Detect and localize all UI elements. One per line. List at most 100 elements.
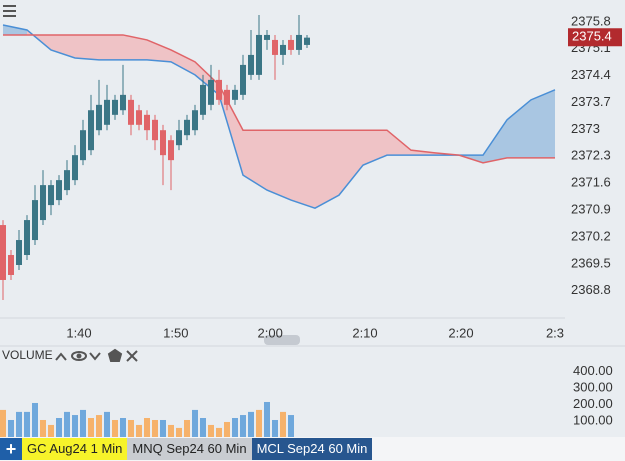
y-tick-label: 2370.9 xyxy=(571,202,611,217)
candle-body xyxy=(168,140,174,161)
scroll-handle[interactable] xyxy=(264,335,300,345)
cloud-fill xyxy=(387,130,411,156)
cloud-fill xyxy=(339,130,363,196)
volume-bar xyxy=(56,418,62,437)
cloud-fill xyxy=(531,89,555,158)
volume-bar xyxy=(280,411,286,437)
menu-icon[interactable] xyxy=(3,5,16,17)
candle-body xyxy=(24,220,30,256)
volume-bar xyxy=(40,419,46,437)
x-tick-label: 2:20 xyxy=(448,325,473,340)
pane-controls[interactable] xyxy=(55,348,138,362)
volume-bar xyxy=(208,424,214,437)
chart: VOLUME 2375.82375.12374.42373.723732372.… xyxy=(0,5,625,437)
candle-body xyxy=(184,119,190,136)
cloud-fill xyxy=(243,130,267,191)
volume-bar xyxy=(264,401,270,437)
volume-bar xyxy=(8,419,14,437)
candle-body xyxy=(296,34,302,50)
volume-bar xyxy=(248,411,254,437)
candle-body xyxy=(232,89,238,100)
cloud-fill xyxy=(3,24,27,35)
volume-bar xyxy=(216,427,222,437)
candle-body xyxy=(120,94,126,111)
last-price-box xyxy=(568,28,622,47)
volume-bar xyxy=(152,419,158,437)
volume-bar xyxy=(96,415,102,437)
y-tick-label: 2371.6 xyxy=(571,175,611,190)
volume-bar xyxy=(256,409,262,437)
y-tick-label: 2372.3 xyxy=(571,148,611,163)
volume-bar xyxy=(88,418,94,437)
cloud-fill xyxy=(363,130,387,166)
chart-tab[interactable]: MNQ Sep24 60 Min xyxy=(127,438,252,460)
candle-body xyxy=(264,34,270,40)
volume-bar xyxy=(224,421,230,437)
candle-body xyxy=(0,225,6,280)
cloud-fill xyxy=(507,99,531,158)
y-tick-label: 2369.5 xyxy=(571,255,611,270)
x-tick-label: 1:40 xyxy=(66,325,91,340)
y-tick-label: 300.00 xyxy=(573,379,613,394)
volume-bar xyxy=(168,424,174,437)
volume-bar xyxy=(288,415,294,437)
candle-body xyxy=(96,104,102,131)
candle-body xyxy=(176,130,182,146)
candle-body xyxy=(8,255,14,275)
candle-body xyxy=(200,84,206,115)
y-tick-label: 2374.4 xyxy=(571,67,611,82)
candle-body xyxy=(16,240,22,265)
candle-body xyxy=(64,170,70,191)
candle-body xyxy=(56,180,62,201)
chart-tab[interactable]: MCL Sep24 60 Min xyxy=(251,438,373,460)
cloud-fill xyxy=(51,34,75,58)
cloud-line xyxy=(3,34,555,164)
volume-bar xyxy=(192,409,198,437)
chart-tab[interactable]: GC Aug24 1 Min xyxy=(22,438,128,460)
candle-body xyxy=(280,44,286,55)
volume-bar xyxy=(32,402,38,437)
tab-bar: + GC Aug24 1 Min MNQ Sep24 60 Min MCL Sep2… xyxy=(0,437,625,461)
y-tick-label: 2375.8 xyxy=(571,13,611,28)
cloud-fill xyxy=(483,119,507,163)
volume-bar xyxy=(72,415,78,437)
cloud-fill xyxy=(75,34,99,60)
cloud-fill xyxy=(147,39,171,62)
candle-body xyxy=(72,155,78,181)
x-tick-label: 2:10 xyxy=(352,325,377,340)
volume-bar xyxy=(240,415,246,437)
volume-bar xyxy=(160,419,166,437)
volume-bar xyxy=(144,418,150,437)
last-price-label: 2375.4 xyxy=(572,29,612,44)
volume-bar xyxy=(232,418,238,437)
y-tick-label: 200.00 xyxy=(573,396,613,411)
candle-body xyxy=(160,130,166,156)
y-tick-label: 2370.2 xyxy=(571,228,611,243)
cloud-line xyxy=(2,24,556,209)
volume-bar xyxy=(128,419,134,437)
candle-body xyxy=(48,185,54,206)
candle-body xyxy=(104,99,110,125)
volume-bar xyxy=(24,411,30,437)
candle-body xyxy=(152,119,158,141)
add-tab-button[interactable]: + xyxy=(0,438,22,460)
volume-bar xyxy=(136,424,142,437)
volume-bar xyxy=(200,418,206,437)
y-tick-label: 2368.8 xyxy=(571,282,611,297)
candle-body xyxy=(112,99,118,115)
cloud-fill xyxy=(291,130,315,209)
candle-body xyxy=(40,185,46,221)
candle-body xyxy=(216,79,222,100)
candle-body xyxy=(88,110,94,151)
y-tick-label: 2373 xyxy=(571,121,600,136)
candle-body xyxy=(240,64,246,95)
cloud-fill xyxy=(171,49,195,75)
cloud-fill xyxy=(123,34,147,60)
x-tick-label: 1:50 xyxy=(163,325,188,340)
y-tick-label: 400.00 xyxy=(573,363,613,378)
candle-body xyxy=(248,54,254,75)
volume-bar xyxy=(120,418,126,437)
candle-body xyxy=(256,34,262,75)
x-tick-label: 2:3 xyxy=(546,325,564,340)
